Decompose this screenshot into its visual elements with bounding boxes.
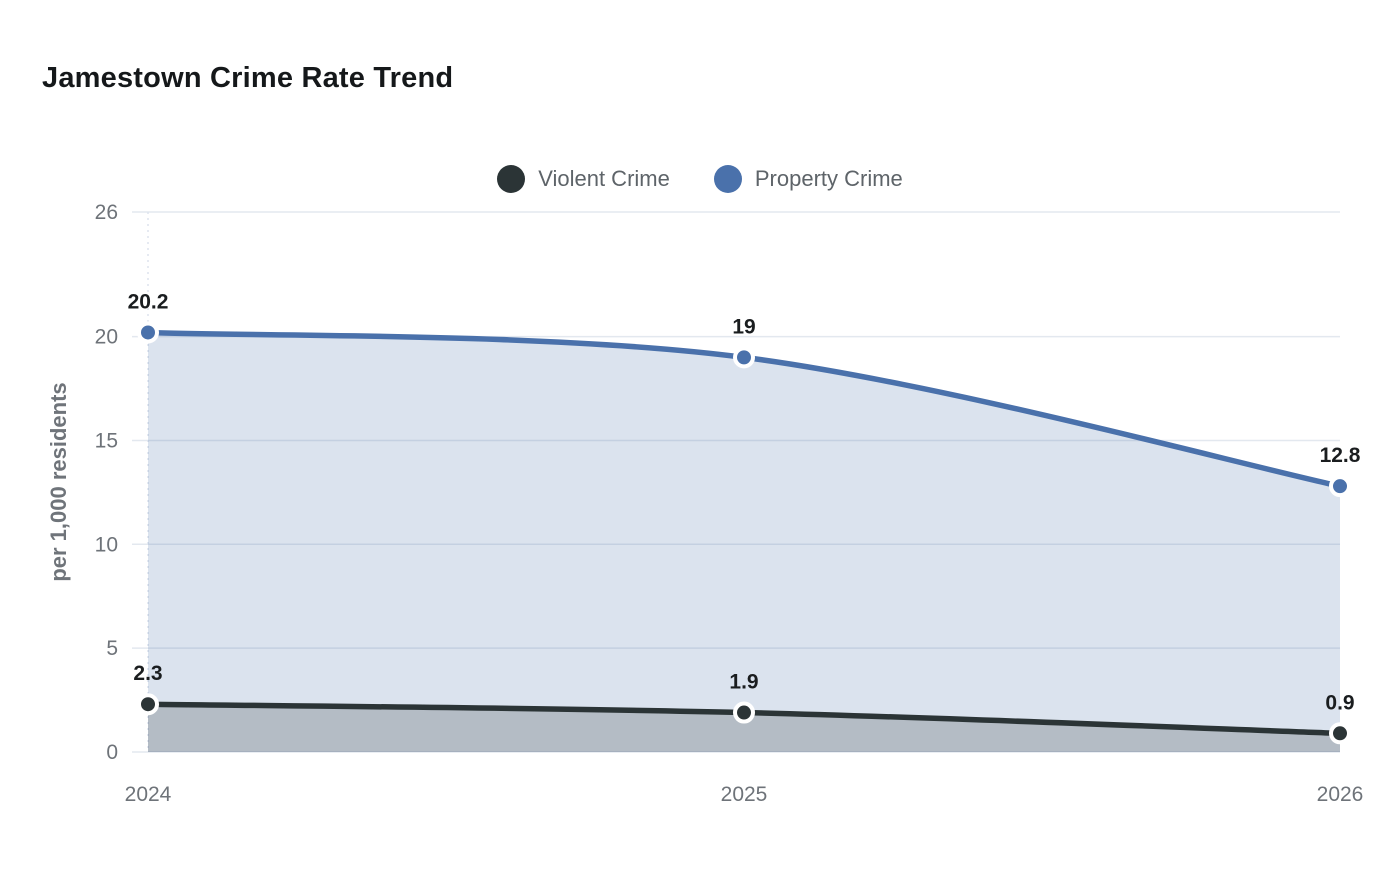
data-point-violent-crime-2024[interactable]	[137, 693, 159, 716]
legend-item-violent-crime[interactable]: Violent Crime	[497, 165, 670, 193]
data-point-label: 0.9	[1325, 691, 1354, 714]
y-axis-title: per 1,000 residents	[46, 382, 71, 581]
data-point-violent-crime-2025[interactable]	[733, 701, 755, 724]
legend-label: Violent Crime	[538, 166, 670, 191]
y-tick-label: 0	[106, 741, 118, 764]
property-crime-legend-marker-icon	[713, 165, 742, 193]
y-tick-label: 10	[95, 533, 118, 556]
violent-crime-legend-marker-icon	[497, 165, 526, 193]
series-area-violent-crime	[148, 704, 1340, 752]
y-tick-label: 20	[95, 326, 118, 349]
legend-item-property-crime[interactable]: Property Crime	[713, 165, 903, 193]
data-point-property-crime-2025[interactable]	[733, 346, 755, 369]
data-point-property-crime-2026[interactable]	[1329, 475, 1351, 498]
x-tick-label: 2026	[1317, 783, 1364, 806]
y-tick-label: 15	[95, 429, 118, 452]
data-point-violent-crime-2026[interactable]	[1329, 722, 1351, 745]
data-point-label: 2.3	[133, 662, 162, 685]
y-tick-label: 5	[106, 637, 118, 660]
legend-label: Property Crime	[754, 166, 903, 191]
chart-title: Jamestown Crime Rate Trend	[42, 62, 454, 94]
data-point-property-crime-2024[interactable]	[137, 321, 159, 344]
data-point-label: 12.8	[1320, 444, 1361, 467]
y-tick-label: 26	[95, 201, 118, 224]
x-tick-label: 2024	[125, 783, 172, 806]
data-point-label: 1.9	[729, 671, 758, 694]
chart-legend: Violent Crime Property Crime	[0, 165, 1400, 193]
data-point-label: 19	[732, 315, 755, 338]
series-area-property-crime	[148, 332, 1340, 752]
data-point-label: 20.2	[128, 290, 169, 313]
x-tick-label: 2025	[721, 783, 768, 806]
